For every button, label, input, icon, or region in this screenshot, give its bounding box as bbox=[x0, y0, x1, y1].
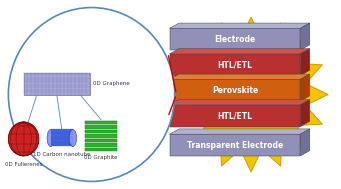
Bar bbox=[51, 129, 73, 146]
Bar bbox=[85, 130, 117, 133]
Polygon shape bbox=[300, 74, 310, 101]
Polygon shape bbox=[300, 129, 310, 156]
Ellipse shape bbox=[9, 122, 39, 156]
Text: HTL/ETL: HTL/ETL bbox=[218, 111, 252, 120]
Bar bbox=[85, 125, 117, 129]
Polygon shape bbox=[300, 23, 310, 50]
Ellipse shape bbox=[47, 129, 55, 146]
Bar bbox=[85, 143, 117, 147]
Ellipse shape bbox=[9, 8, 175, 181]
Polygon shape bbox=[169, 54, 300, 76]
Text: Transparent Electrode: Transparent Electrode bbox=[187, 141, 283, 149]
Polygon shape bbox=[300, 49, 310, 76]
Text: 0D Graphite: 0D Graphite bbox=[84, 155, 118, 160]
Polygon shape bbox=[300, 100, 310, 127]
Text: HTL/ETL: HTL/ETL bbox=[218, 60, 252, 69]
Polygon shape bbox=[169, 79, 300, 101]
Polygon shape bbox=[169, 74, 310, 79]
Polygon shape bbox=[169, 105, 300, 127]
Text: Electrode: Electrode bbox=[214, 35, 255, 44]
Bar bbox=[85, 139, 117, 142]
Polygon shape bbox=[169, 28, 300, 50]
Text: 1D Carbon nanotube: 1D Carbon nanotube bbox=[33, 152, 91, 157]
Text: 0D Fullerenes: 0D Fullerenes bbox=[5, 162, 42, 167]
Polygon shape bbox=[169, 49, 310, 54]
Ellipse shape bbox=[69, 129, 77, 146]
Polygon shape bbox=[169, 100, 310, 105]
Bar bbox=[85, 148, 117, 151]
Text: 0D Graphene: 0D Graphene bbox=[93, 81, 130, 86]
Text: Perovskite: Perovskite bbox=[212, 86, 258, 95]
Polygon shape bbox=[169, 134, 300, 156]
Polygon shape bbox=[169, 129, 310, 134]
Bar bbox=[85, 121, 117, 124]
Bar bbox=[85, 134, 117, 138]
Polygon shape bbox=[174, 17, 328, 172]
Bar bbox=[24, 73, 90, 94]
Polygon shape bbox=[169, 23, 310, 28]
